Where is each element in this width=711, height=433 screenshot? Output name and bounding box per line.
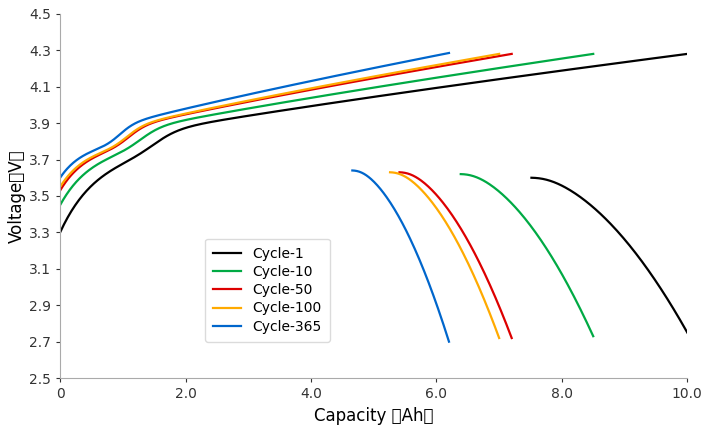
Cycle-365 [243,92,252,97]
Cycle-10 [373,84,382,90]
Cycle-10 [344,89,353,94]
Cycle-100 [484,53,493,58]
Cycle-10 [312,94,321,100]
Cycle-50 [426,65,434,71]
Cycle-10 [493,66,501,71]
Cycle-100 [317,84,326,89]
Legend: Cycle-1, Cycle-10, Cycle-50, Cycle-100, Cycle-365: Cycle-1, Cycle-10, Cycle-50, Cycle-100, … [205,239,330,342]
Line: Cycle-10: Cycle-10 [60,54,593,205]
Cycle-365 [435,52,444,58]
Cycle-50 [56,188,65,193]
Cycle-100 [267,94,276,99]
Cycle-365 [287,83,296,88]
Line: Cycle-50: Cycle-50 [60,54,512,191]
Cycle-50 [270,94,279,99]
Y-axis label: Voltage（V）: Voltage（V） [9,149,26,243]
Line: Cycle-100: Cycle-100 [60,54,499,187]
Cycle-1 [570,66,579,71]
Cycle-100 [56,184,65,189]
Cycle-10 [576,53,584,58]
Cycle-10 [589,51,597,56]
X-axis label: Capacity （Ah）: Capacity （Ah） [314,407,434,425]
Cycle-1 [683,51,692,56]
Cycle-100 [294,88,302,94]
Cycle-1 [354,97,363,102]
Cycle-365 [56,175,65,180]
Cycle-365 [375,65,383,70]
Cycle-10 [309,95,318,100]
Line: Cycle-1: Cycle-1 [60,54,688,233]
Cycle-1 [429,86,438,91]
Cycle-365 [266,87,274,92]
Cycle-50 [508,51,516,56]
Cycle-50 [273,94,282,99]
Cycle-100 [264,94,273,99]
Cycle-1 [668,53,676,58]
Cycle-100 [495,51,503,56]
Cycle-50 [325,84,333,89]
Cycle-10 [56,203,65,208]
Cycle-1 [358,96,366,101]
Cycle-1 [395,90,404,96]
Cycle-365 [240,93,249,98]
Cycle-50 [496,53,505,58]
Cycle-50 [300,88,309,94]
Line: Cycle-365: Cycle-365 [60,53,449,178]
Cycle-100 [416,65,424,71]
Cycle-365 [444,50,453,55]
Cycle-1 [56,230,65,235]
